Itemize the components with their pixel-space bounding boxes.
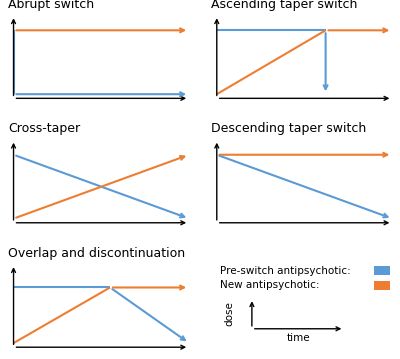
Bar [374, 281, 390, 290]
Text: Pre-switch antipsychotic:: Pre-switch antipsychotic: [220, 266, 351, 276]
Text: Descending taper switch: Descending taper switch [211, 122, 366, 135]
Text: Abrupt switch: Abrupt switch [8, 0, 94, 11]
Text: Overlap and discontinuation: Overlap and discontinuation [8, 247, 185, 260]
Text: Cross-taper: Cross-taper [8, 122, 80, 135]
Text: dose: dose [225, 301, 235, 326]
Text: New antipsychotic:: New antipsychotic: [220, 280, 320, 290]
Text: Ascending taper switch: Ascending taper switch [211, 0, 358, 11]
Text: time: time [286, 333, 310, 343]
Bar [374, 266, 390, 275]
